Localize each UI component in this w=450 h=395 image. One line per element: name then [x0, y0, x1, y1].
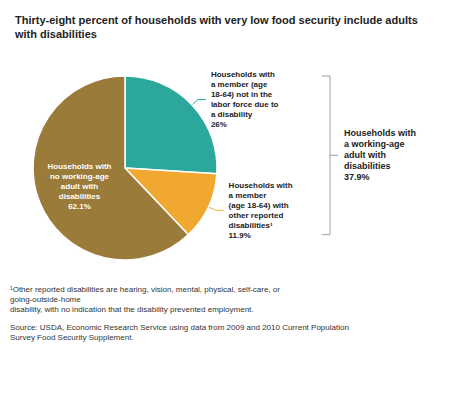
svg-text:62.1%: 62.1%	[68, 202, 91, 211]
svg-text:a working-age: a working-age	[344, 139, 405, 149]
svg-text:(age 18-64) with: (age 18-64) with	[229, 201, 289, 210]
svg-text:Households with: Households with	[47, 162, 111, 171]
svg-text:with disabilities: with disabilities	[14, 28, 97, 40]
svg-text:disabilities¹: disabilities¹	[229, 221, 273, 230]
svg-text:disabilities: disabilities	[344, 161, 391, 171]
svg-text:no working-age: no working-age	[50, 172, 110, 181]
svg-text:Thirty-eight percent of househ: Thirty-eight percent of households with …	[15, 14, 418, 26]
svg-text:26%: 26%	[211, 120, 227, 129]
svg-text:Survey Food Security Supplemen: Survey Food Security Supplement.	[10, 333, 134, 342]
svg-text:Source: USDA, Economic Researc: Source: USDA, Economic Research Service …	[10, 323, 349, 332]
svg-text:18-64) not in the: 18-64) not in the	[211, 90, 273, 99]
svg-text:11.9%: 11.9%	[229, 231, 251, 240]
svg-text:Households with: Households with	[229, 181, 293, 190]
svg-text:going-outside-home: going-outside-home	[10, 295, 81, 304]
svg-text:adult with: adult with	[344, 150, 386, 160]
svg-text:37.9%: 37.9%	[344, 172, 370, 182]
svg-text:disabilities: disabilities	[59, 192, 101, 201]
svg-text:disability, with no indication: disability, with no indication that the …	[10, 305, 254, 314]
svg-text:Households with: Households with	[211, 70, 275, 79]
svg-text:labor force due to: labor force due to	[211, 100, 279, 109]
svg-text:¹Other reported disabilities a: ¹Other reported disabilities are hearing…	[10, 285, 282, 294]
svg-text:a disability: a disability	[211, 110, 253, 119]
svg-text:a member: a member	[229, 191, 267, 200]
svg-text:Households with: Households with	[344, 128, 416, 138]
svg-text:a member (age: a member (age	[211, 80, 268, 89]
svg-text:adult with: adult with	[61, 182, 98, 191]
svg-text:other reported: other reported	[229, 211, 284, 220]
